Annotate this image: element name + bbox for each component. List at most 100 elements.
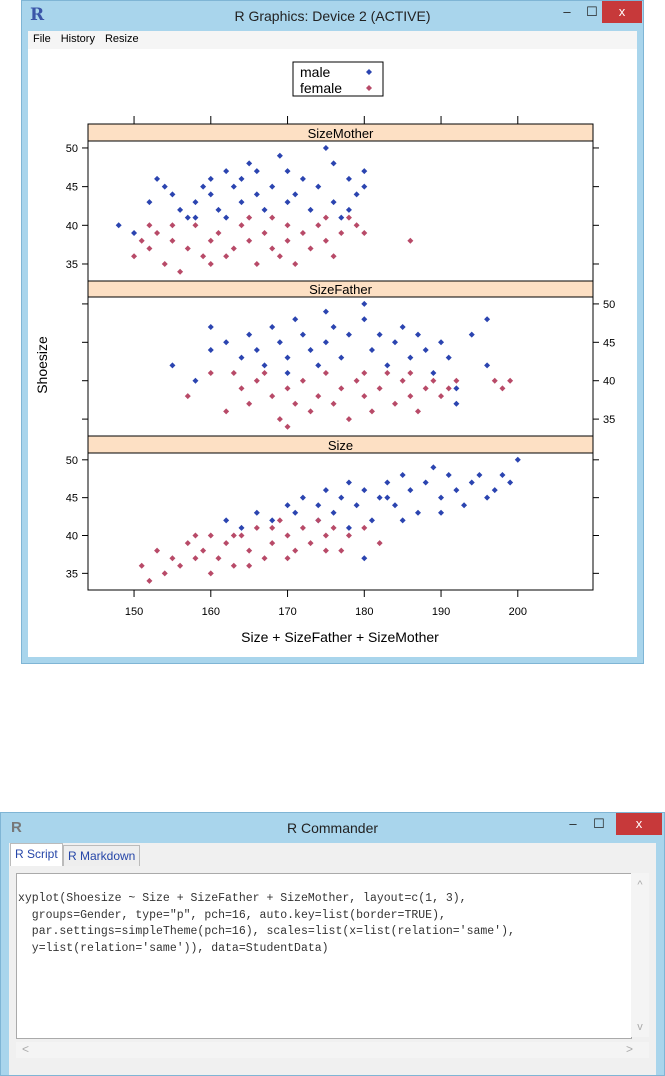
y-tick-label: 40 — [66, 220, 78, 232]
female-point — [422, 385, 429, 392]
male-point — [269, 517, 276, 524]
male-point — [322, 308, 329, 315]
female-point — [261, 230, 268, 237]
horizontal-scrollbar[interactable]: < > — [16, 1042, 649, 1058]
male-point — [330, 323, 337, 330]
panel-frame — [87, 140, 594, 282]
female-point — [453, 377, 460, 384]
female-point — [146, 222, 153, 229]
female-point — [345, 214, 352, 221]
female-point — [322, 237, 329, 244]
scroll-up-icon[interactable]: ^ — [637, 879, 643, 891]
male-point — [384, 479, 391, 486]
lattice-xyplot: male female Size + SizeFather + SizeMoth… — [34, 61, 615, 645]
female-point — [200, 253, 207, 260]
male-point — [299, 494, 306, 501]
menu-file[interactable]: File — [33, 33, 51, 45]
menu-history[interactable]: History — [60, 33, 95, 45]
maximize-button[interactable]: ☐ — [593, 816, 605, 831]
female-point — [207, 237, 214, 244]
male-point — [276, 339, 283, 346]
male-point — [207, 191, 214, 198]
male-point — [261, 362, 268, 369]
r-logo-icon: R — [30, 5, 45, 25]
scroll-down-icon[interactable]: v — [637, 1021, 643, 1033]
male-point — [453, 400, 460, 407]
close-button[interactable]: x — [602, 1, 642, 23]
male-point — [461, 502, 468, 509]
female-point — [438, 393, 445, 400]
tab-r-script[interactable]: R Script — [10, 843, 63, 866]
female-point — [184, 393, 191, 400]
male-point — [115, 222, 122, 229]
male-point — [292, 509, 299, 516]
scroll-right-icon[interactable]: > — [625, 1042, 633, 1056]
male-point — [269, 323, 276, 330]
maximize-button[interactable]: ☐ — [586, 4, 598, 19]
x-tick-label: 200 — [509, 606, 527, 618]
script-line: y=list(relation='same')), data=StudentDa… — [18, 941, 329, 955]
female-point — [338, 547, 345, 554]
female-point — [246, 214, 253, 221]
script-text[interactable]: xyplot(Shoesize ~ Size + SizeFather + Si… — [18, 891, 515, 957]
male-point — [438, 339, 445, 346]
female-point — [330, 253, 337, 260]
female-point — [230, 532, 237, 539]
male-point — [445, 354, 452, 361]
female-point — [223, 253, 230, 260]
female-point — [138, 562, 145, 569]
legend-label-male: male — [300, 64, 331, 80]
vertical-scrollbar[interactable]: ^ v — [631, 873, 649, 1037]
x-tick-label: 190 — [432, 606, 450, 618]
title-bar[interactable]: R R Graphics: Device 2 (ACTIVE) – ☐ x — [22, 1, 643, 31]
female-point — [299, 230, 306, 237]
male-point — [338, 354, 345, 361]
commander-title-bar[interactable]: R R Commander – ☐ x — [1, 813, 664, 843]
female-point — [284, 222, 291, 229]
female-point — [269, 393, 276, 400]
female-point — [177, 562, 184, 569]
female-point — [161, 570, 168, 577]
male-point — [246, 160, 253, 167]
female-point — [154, 230, 161, 237]
male-point — [330, 160, 337, 167]
minimize-button[interactable]: – — [563, 4, 571, 19]
male-point — [215, 206, 222, 213]
x-tick-label: 160 — [202, 606, 220, 618]
y-tick-label: 50 — [603, 299, 615, 311]
script-editor[interactable] — [16, 873, 632, 1039]
male-point — [399, 323, 406, 330]
male-point — [445, 471, 452, 478]
female-point — [215, 230, 222, 237]
y-tick-label: 45 — [66, 493, 78, 505]
male-point — [453, 385, 460, 392]
female-point — [215, 555, 222, 562]
panel-frame — [87, 296, 594, 437]
minimize-button[interactable]: – — [569, 816, 577, 831]
male-point — [484, 362, 491, 369]
female-point — [207, 532, 214, 539]
y-tick-label: 50 — [66, 143, 78, 155]
close-button[interactable]: x — [616, 813, 662, 835]
scroll-left-icon[interactable]: < — [22, 1042, 30, 1056]
male-point — [361, 300, 368, 307]
male-point — [361, 487, 368, 494]
female-point — [238, 222, 245, 229]
male-point — [484, 316, 491, 323]
male-point — [422, 346, 429, 353]
female-point — [345, 416, 352, 423]
female-point — [315, 393, 322, 400]
menu-resize[interactable]: Resize — [104, 33, 139, 45]
male-point — [353, 191, 360, 198]
male-point — [376, 331, 383, 338]
female-point — [253, 377, 260, 384]
male-point — [345, 479, 352, 486]
y-tick-label: 35 — [66, 568, 78, 580]
female-point — [184, 245, 191, 252]
male-point — [223, 339, 230, 346]
female-point — [253, 260, 260, 267]
male-point — [384, 362, 391, 369]
male-point — [253, 346, 260, 353]
male-point — [507, 479, 514, 486]
tab-r-markdown[interactable]: R Markdown — [63, 845, 141, 866]
